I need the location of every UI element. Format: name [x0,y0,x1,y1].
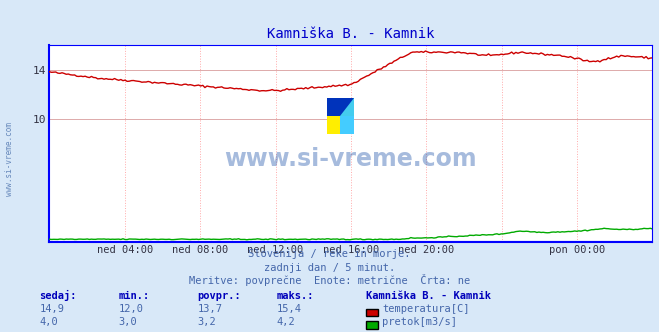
Text: 12,0: 12,0 [119,304,144,314]
Text: zadnji dan / 5 minut.: zadnji dan / 5 minut. [264,263,395,273]
Text: 4,0: 4,0 [40,317,58,327]
Text: www.si-vreme.com: www.si-vreme.com [225,147,477,171]
Text: 14,9: 14,9 [40,304,65,314]
Text: Meritve: povprečne  Enote: metrične  Črta: ne: Meritve: povprečne Enote: metrične Črta:… [189,274,470,286]
Text: 15,4: 15,4 [277,304,302,314]
Text: 4,2: 4,2 [277,317,295,327]
Text: maks.:: maks.: [277,291,314,301]
Text: 3,2: 3,2 [198,317,216,327]
Polygon shape [327,98,354,116]
Text: 3,0: 3,0 [119,317,137,327]
Text: sedaj:: sedaj: [40,290,77,301]
Text: www.si-vreme.com: www.si-vreme.com [5,123,14,196]
Bar [340,116,354,134]
Text: povpr.:: povpr.: [198,291,241,301]
Text: 13,7: 13,7 [198,304,223,314]
Title: Kamniška B. - Kamnik: Kamniška B. - Kamnik [267,27,435,41]
Text: pretok[m3/s]: pretok[m3/s] [382,317,457,327]
Bar [327,116,340,134]
Text: Slovenija / reke in morje.: Slovenija / reke in morje. [248,249,411,259]
Text: temperatura[C]: temperatura[C] [382,304,470,314]
Text: Kamniška B. - Kamnik: Kamniška B. - Kamnik [366,291,491,301]
Text: min.:: min.: [119,291,150,301]
Polygon shape [340,98,354,116]
